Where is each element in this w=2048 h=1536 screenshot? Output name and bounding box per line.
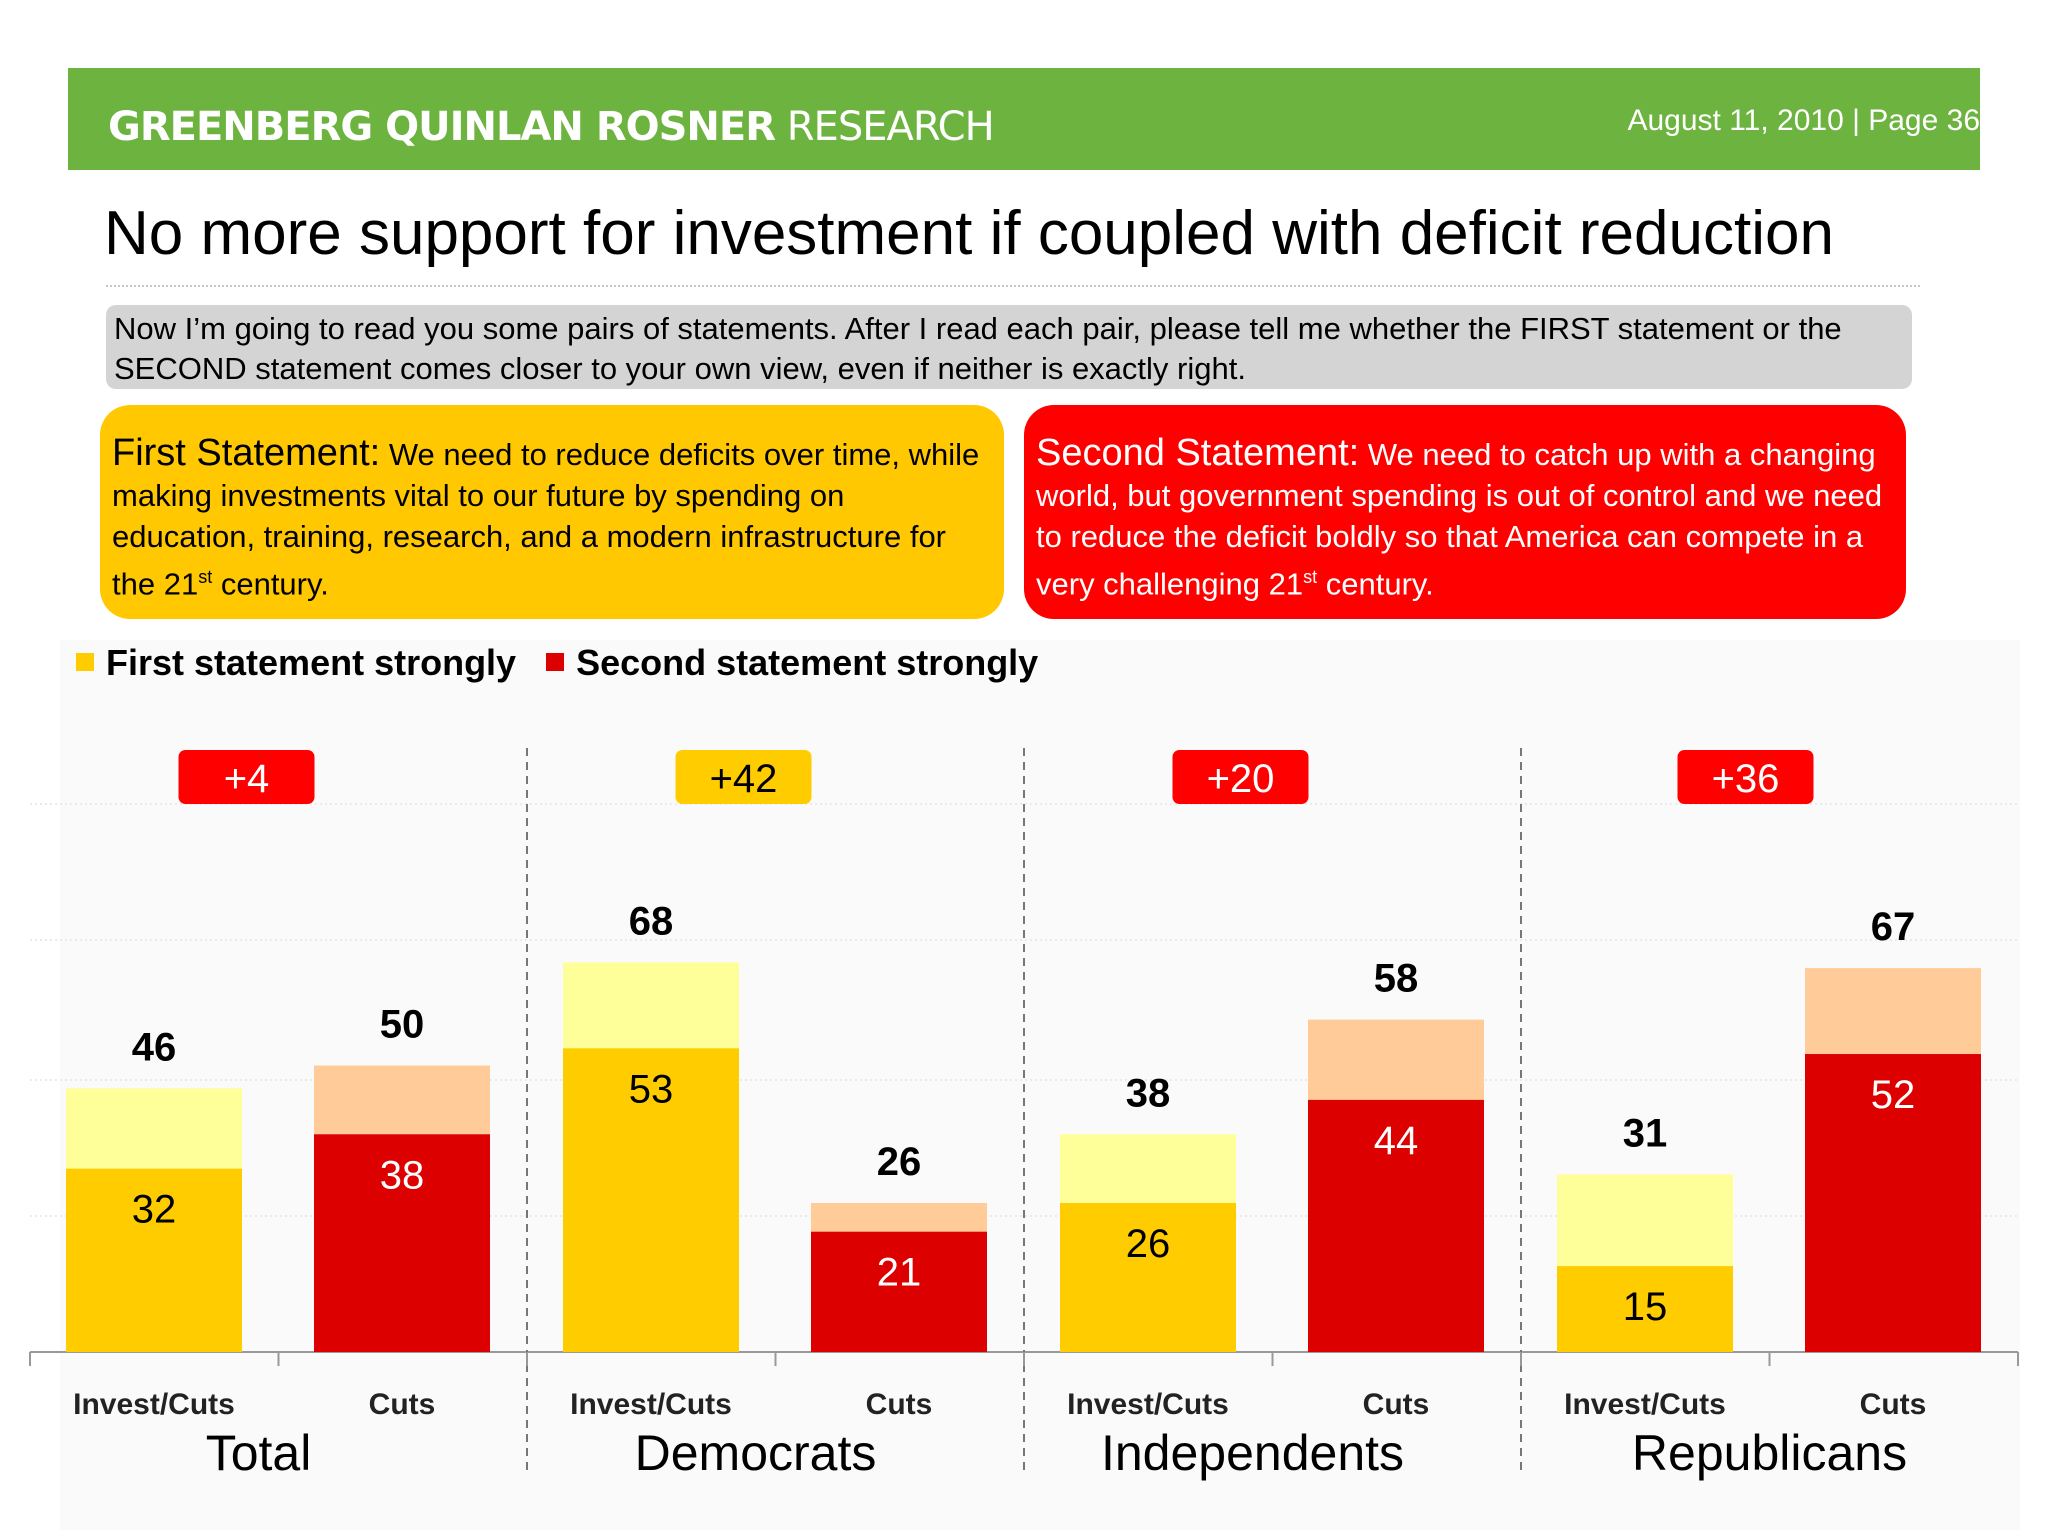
- second-statement-text: We need to catch up with a changing worl…: [1036, 437, 1883, 602]
- group-label: Republicans: [1632, 1425, 1907, 1481]
- bar-total-segment: [563, 962, 739, 1049]
- bar-strongly-segment: [1308, 1099, 1484, 1352]
- bar-strongly-segment: [1805, 1054, 1981, 1352]
- bar-total-segment: [1060, 1134, 1236, 1204]
- first-statement-sup: st: [198, 567, 213, 587]
- margin-badge: [1677, 750, 1814, 804]
- bar-category-label: Invest/Cuts: [73, 1388, 235, 1421]
- bar-strongly-label: 15: [1623, 1285, 1668, 1329]
- bar-category-label: Cuts: [1363, 1388, 1430, 1421]
- margin-badge-label: +20: [1207, 757, 1275, 801]
- legend-label-first: First statement strongly: [106, 642, 517, 683]
- bar-total-label: 31: [1623, 1111, 1668, 1155]
- first-statement-box: First Statement: We need to reduce defic…: [100, 405, 1004, 619]
- title-divider: [106, 285, 1920, 287]
- margin-badge-label: +4: [224, 757, 270, 801]
- legend-item-second: Second statement strongly: [546, 642, 1038, 683]
- bar-strongly-segment: [563, 1048, 739, 1352]
- bar-category-label: Invest/Cuts: [1564, 1388, 1726, 1421]
- margin-badge-label: +42: [710, 757, 778, 801]
- second-statement-tail: century.: [1317, 566, 1434, 602]
- bar-total-label: 58: [1374, 957, 1419, 1001]
- bar-strongly-label: 53: [629, 1067, 674, 1111]
- bar-strongly-segment: [66, 1168, 242, 1352]
- first-statement-text: We need to reduce deficits over time, wh…: [112, 437, 980, 602]
- bar-category-label: Cuts: [1860, 1388, 1927, 1421]
- slide-title: No more support for investment if couple…: [104, 199, 1834, 268]
- bar-total-segment: [1557, 1174, 1733, 1267]
- bar-total-segment: [1805, 968, 1981, 1055]
- first-statement-heading: First Statement:: [112, 432, 381, 474]
- second-statement-heading: Second Statement:: [1036, 432, 1360, 474]
- header-bar: GREENBERG QUINLAN ROSNER RESEARCH August…: [68, 68, 1980, 170]
- bar-total-label: 38: [1126, 1071, 1171, 1115]
- group-label: Democrats: [635, 1425, 877, 1481]
- first-statement-tail: century.: [212, 566, 329, 602]
- chart-legend: First statement strongly Second statemen…: [76, 642, 1058, 684]
- bar-strongly-label: 32: [132, 1188, 177, 1232]
- bar-strongly-label: 21: [877, 1251, 922, 1295]
- brand-suffix: RESEARCH: [786, 104, 995, 150]
- stacked-bar-chart: +4 46 32 Invest/Cuts 50 38 Cuts Total +42 68 53 Inv…: [29, 748, 2019, 1481]
- bar-category-label: Cuts: [369, 1388, 436, 1421]
- bar-total-label: 46: [132, 1025, 177, 1069]
- margin-badge-label: +36: [1712, 757, 1780, 801]
- bar-total-segment: [811, 1203, 987, 1232]
- bar-strongly-segment: [1060, 1203, 1236, 1352]
- bar-category-label: Invest/Cuts: [1067, 1388, 1229, 1421]
- question-text: Now I’m going to read you some pairs of …: [106, 305, 1912, 389]
- second-statement-sup: st: [1303, 567, 1318, 587]
- bar-total-label: 50: [380, 1003, 425, 1047]
- bar-total-segment: [1308, 1019, 1484, 1100]
- bar-total-segment: [66, 1088, 242, 1169]
- group-label: Independents: [1101, 1425, 1404, 1481]
- bar-strongly-label: 26: [1126, 1222, 1171, 1266]
- bar-strongly-segment: [811, 1231, 987, 1352]
- legend-swatch-first: [76, 653, 94, 671]
- date-page-info: August 11, 2010 | Page 36: [1627, 104, 1980, 137]
- legend-label-second: Second statement strongly: [576, 642, 1039, 683]
- margin-badge: [1172, 750, 1309, 804]
- bar-strongly-label: 38: [380, 1153, 425, 1197]
- bar-category-label: Cuts: [866, 1388, 933, 1421]
- brand-logo: GREENBERG QUINLAN ROSNER RESEARCH: [108, 104, 995, 150]
- bar-strongly-label: 44: [1374, 1119, 1419, 1163]
- legend-swatch-second: [546, 653, 565, 671]
- legend-item-first: First statement strongly: [76, 642, 516, 683]
- bar-category-label: Invest/Cuts: [570, 1388, 732, 1421]
- margin-badge: [675, 750, 812, 804]
- margin-badge: [178, 750, 315, 804]
- second-statement-box: Second Statement: We need to catch up wi…: [1024, 405, 1906, 619]
- bar-total-segment: [314, 1065, 490, 1135]
- bar-strongly-label: 52: [1871, 1073, 1916, 1117]
- bar-strongly-segment: [1557, 1266, 1733, 1352]
- bar-total-label: 68: [629, 899, 674, 943]
- brand-name: GREENBERG QUINLAN ROSNER: [108, 104, 776, 150]
- bar-strongly-segment: [314, 1134, 490, 1352]
- group-label: Total: [206, 1425, 312, 1481]
- bar-total-label: 67: [1871, 905, 1916, 949]
- bar-total-label: 26: [877, 1140, 922, 1184]
